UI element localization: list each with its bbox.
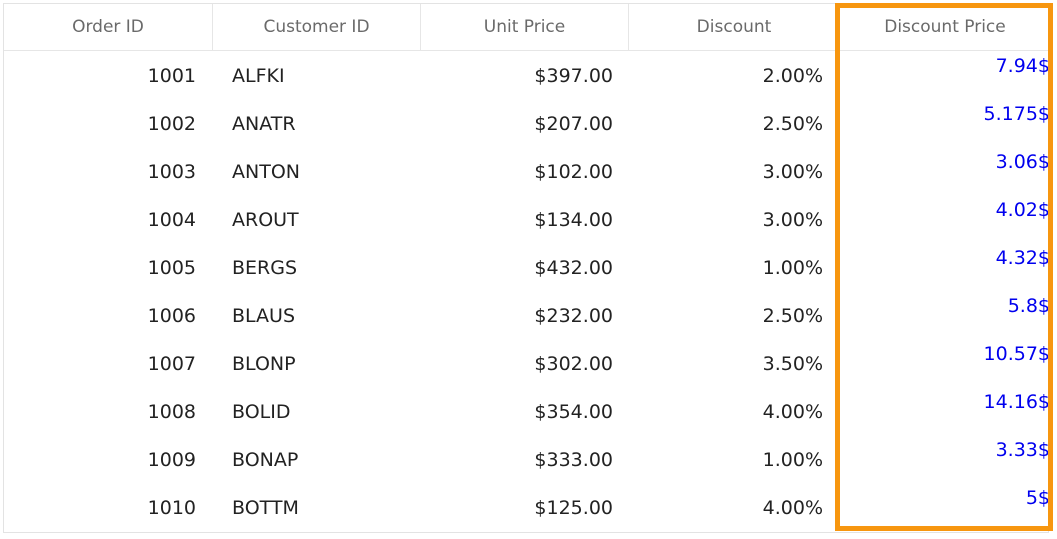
unit-price-cell: $333.00	[534, 449, 613, 471]
discount-cell: 1.00%	[762, 257, 823, 279]
column-header-unit-price[interactable]: Unit Price	[421, 4, 629, 50]
unit-price-cell: $102.00	[534, 161, 613, 183]
column-header-order-id[interactable]: Order ID	[4, 4, 213, 50]
table-row[interactable]: 1002 ANATR $207.00 2.50% 5.175$	[4, 100, 1050, 148]
unit-price-cell: $134.00	[534, 209, 613, 231]
table-row[interactable]: 1007 BLONP $302.00 3.50% 10.57$	[4, 340, 1050, 388]
order-id-cell: 1009	[147, 449, 196, 471]
column-header-discount-price[interactable]: Discount Price	[884, 17, 1006, 37]
customer-id-cell: ALFKI	[232, 65, 285, 87]
unit-price-cell: $232.00	[534, 305, 613, 327]
column-header-discount[interactable]: Discount	[629, 4, 840, 50]
data-grid: Order ID Customer ID Unit Price Discount…	[3, 3, 1050, 533]
discount-price-cell: 14.16$	[983, 391, 1050, 413]
table-row[interactable]: 1005 BERGS $432.00 1.00% 4.32$	[4, 244, 1050, 292]
customer-id-cell: BERGS	[232, 257, 298, 279]
table-row[interactable]: 1008 BOLID $354.00 4.00% 14.16$	[4, 388, 1050, 436]
order-id-cell: 1006	[147, 305, 196, 327]
discount-price-cell: 10.57$	[983, 343, 1050, 365]
discount-cell: 4.00%	[762, 497, 823, 519]
discount-cell: 2.00%	[762, 65, 823, 87]
discount-cell: 3.00%	[762, 209, 823, 231]
table-row[interactable]: 1010 BOTTM $125.00 4.00% 5$	[4, 484, 1050, 532]
customer-id-cell: AROUT	[232, 209, 299, 231]
column-header-customer-id[interactable]: Customer ID	[213, 4, 421, 50]
order-id-cell: 1008	[147, 401, 196, 423]
customer-id-cell: ANTON	[232, 161, 300, 183]
customer-id-cell: BLONP	[232, 353, 296, 375]
unit-price-cell: $432.00	[534, 257, 613, 279]
order-id-cell: 1007	[147, 353, 196, 375]
discount-cell: 2.50%	[762, 305, 823, 327]
discount-cell: 3.50%	[762, 353, 823, 375]
customer-id-cell: BLAUS	[232, 305, 296, 327]
unit-price-cell: $302.00	[534, 353, 613, 375]
discount-cell: 2.50%	[762, 113, 823, 135]
table-row[interactable]: 1004 AROUT $134.00 3.00% 4.02$	[4, 196, 1050, 244]
discount-price-cell: 3.06$	[995, 151, 1050, 173]
unit-price-cell: $354.00	[534, 401, 613, 423]
order-id-cell: 1005	[147, 257, 196, 279]
table-row[interactable]: 1001 ALFKI $397.00 2.00% 7.94$	[4, 52, 1050, 100]
discount-price-cell: 4.32$	[995, 247, 1050, 269]
order-id-cell: 1001	[147, 65, 196, 87]
order-id-cell: 1002	[147, 113, 196, 135]
unit-price-cell: $397.00	[534, 65, 613, 87]
table-row[interactable]: 1009 BONAP $333.00 1.00% 3.33$	[4, 436, 1050, 484]
customer-id-cell: BOLID	[232, 401, 291, 423]
discount-cell: 1.00%	[762, 449, 823, 471]
discount-cell: 4.00%	[762, 401, 823, 423]
customer-id-cell: BONAP	[232, 449, 299, 471]
discount-price-cell: 5.8$	[1007, 295, 1050, 317]
table-row[interactable]: 1003 ANTON $102.00 3.00% 3.06$	[4, 148, 1050, 196]
discount-price-cell: 3.33$	[995, 439, 1050, 461]
unit-price-cell: $207.00	[534, 113, 613, 135]
order-id-cell: 1010	[147, 497, 196, 519]
discount-price-cell: 5.175$	[983, 103, 1050, 125]
grid-header: Order ID Customer ID Unit Price Discount…	[4, 4, 1048, 51]
discount-cell: 3.00%	[762, 161, 823, 183]
discount-price-cell: 5$	[1025, 487, 1050, 509]
table-row[interactable]: 1006 BLAUS $232.00 2.50% 5.8$	[4, 292, 1050, 340]
discount-price-cell: 4.02$	[995, 199, 1050, 221]
unit-price-cell: $125.00	[534, 497, 613, 519]
customer-id-cell: BOTTM	[232, 497, 299, 519]
discount-price-cell: 7.94$	[995, 55, 1050, 77]
order-id-cell: 1004	[147, 209, 196, 231]
customer-id-cell: ANATR	[232, 113, 296, 135]
order-id-cell: 1003	[147, 161, 196, 183]
